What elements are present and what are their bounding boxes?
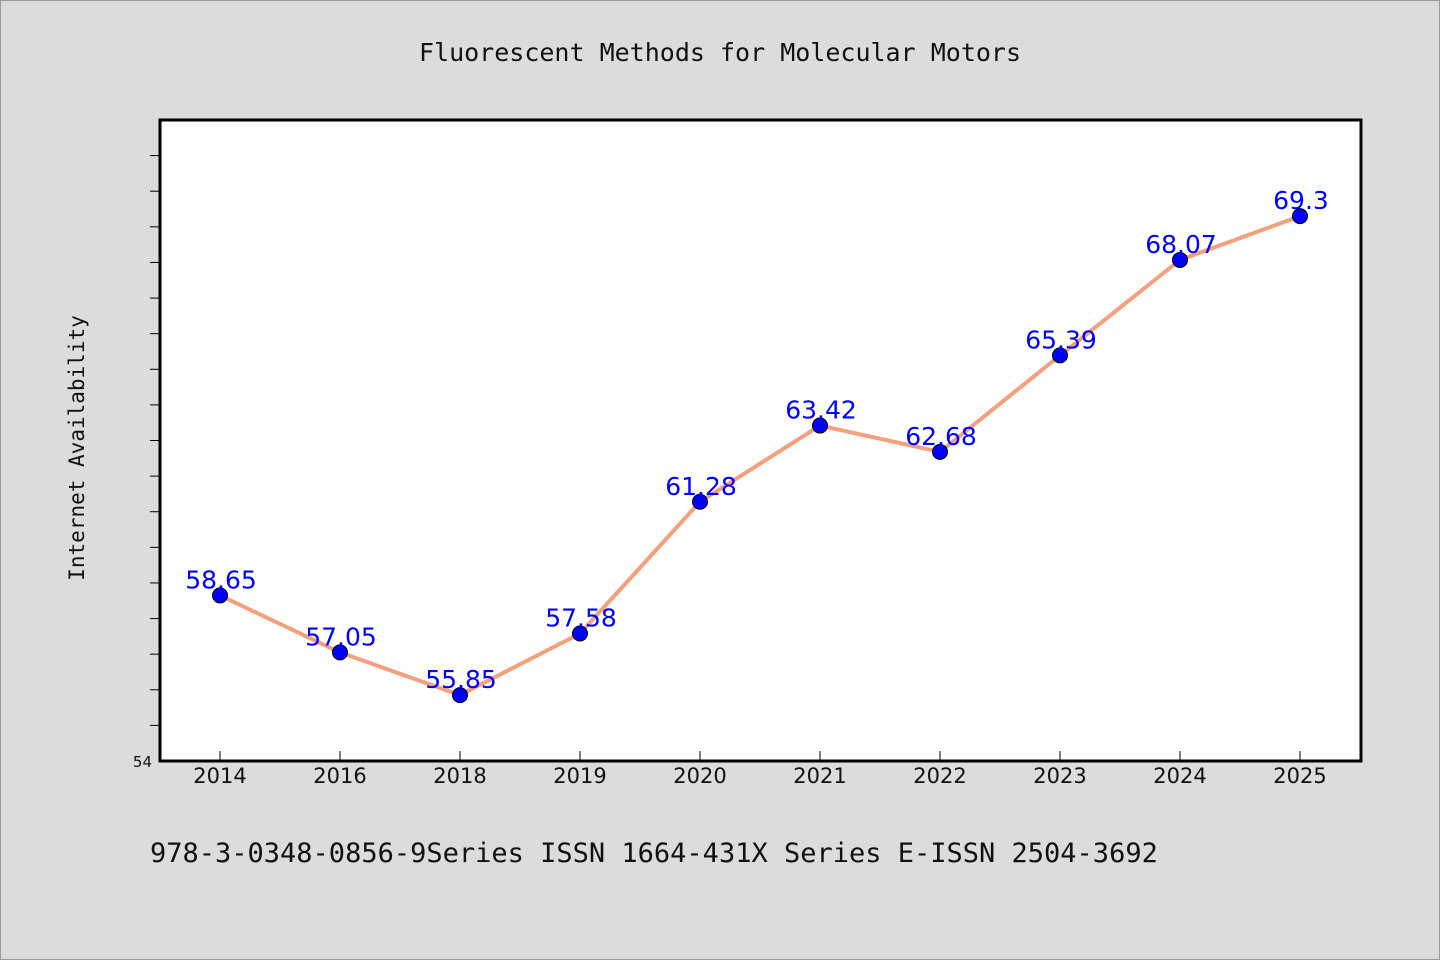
x-tick-label: 2025 xyxy=(1273,764,1326,788)
x-tick-label: 2023 xyxy=(1033,764,1086,788)
data-point xyxy=(932,443,948,460)
plot-area xyxy=(158,118,1363,763)
series-line-group: 58.65 57.05 55.85 57.58 61.28 63.42 62.68 65.39… xyxy=(185,186,1329,704)
data-label: 63.42 xyxy=(785,396,857,425)
data-label: 62.68 xyxy=(905,422,977,451)
footer-isbn-issn-text: 978-3-0348-0856-9Series ISSN 1664-431X S… xyxy=(150,838,1158,869)
data-point xyxy=(572,625,588,642)
data-point xyxy=(812,417,828,434)
data-label: 58.65 xyxy=(185,565,257,594)
y-axis-label: Internet Availability xyxy=(65,315,89,581)
data-label: 57.58 xyxy=(545,604,617,633)
data-point xyxy=(1052,347,1068,364)
data-point xyxy=(1172,251,1188,268)
x-tick-label: 2020 xyxy=(673,764,726,788)
data-label: 68.07 xyxy=(1145,230,1217,259)
series-line xyxy=(218,214,1302,698)
chart-title: Fluorescent Methods for Molecular Motors xyxy=(419,38,1021,67)
x-tick-label: 2022 xyxy=(913,764,966,788)
data-point xyxy=(452,687,468,704)
x-tick-label: 2018 xyxy=(433,764,486,788)
x-tick-label: 2019 xyxy=(553,764,606,788)
data-point xyxy=(692,493,708,510)
y-tick-label: 54 xyxy=(133,753,152,771)
data-point xyxy=(1292,208,1308,225)
data-label: 55.85 xyxy=(425,665,497,694)
x-tick-label: 2024 xyxy=(1153,764,1206,788)
x-tick-label: 2016 xyxy=(313,764,366,788)
x-tick-label: 2021 xyxy=(793,764,846,788)
data-label: 69.3 xyxy=(1273,186,1329,215)
data-label: 65.39 xyxy=(1025,325,1097,354)
data-label: 61.28 xyxy=(665,472,737,501)
data-point xyxy=(332,644,348,661)
y-axis-ticks: 54 xyxy=(133,155,160,771)
x-tick-label: 2014 xyxy=(193,764,246,788)
data-label: 57.05 xyxy=(305,622,377,651)
data-point xyxy=(212,587,228,604)
x-axis-ticks: 2014 2016 2018 2019 2020 2021 2022 2023 2024 2025 xyxy=(193,751,1327,788)
